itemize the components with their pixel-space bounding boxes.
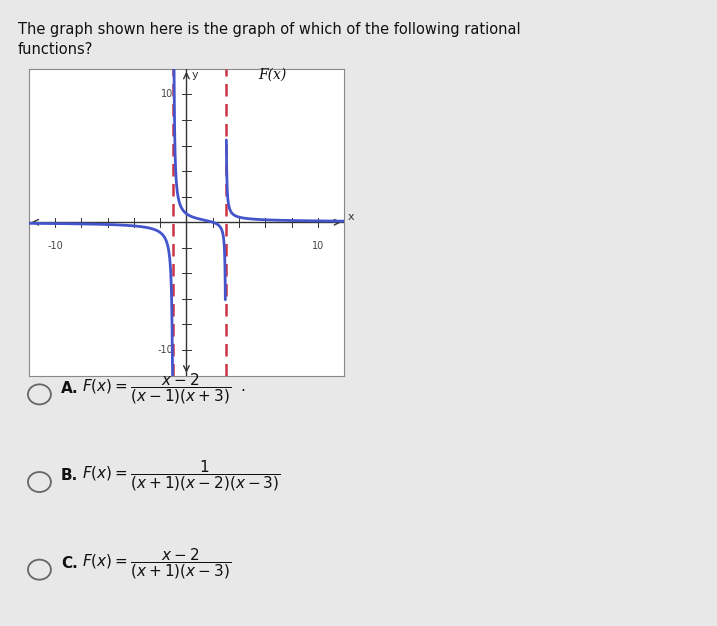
Text: y: y <box>191 70 199 80</box>
Text: -10: -10 <box>158 345 174 355</box>
Text: $F(x) = \dfrac{x-2}{(x-1)(x+3)}$  .: $F(x) = \dfrac{x-2}{(x-1)(x+3)}$ . <box>82 371 247 406</box>
Text: 10: 10 <box>161 90 174 100</box>
Text: $F(x) = \dfrac{1}{(x+1)(x-2)(x-3)}$: $F(x) = \dfrac{1}{(x+1)(x-2)(x-3)}$ <box>82 458 281 493</box>
Text: A.: A. <box>61 381 79 396</box>
Text: $F(x) = \dfrac{x-2}{(x+1)(x-3)}$: $F(x) = \dfrac{x-2}{(x+1)(x-3)}$ <box>82 546 232 581</box>
Text: B.: B. <box>61 468 78 483</box>
Text: The graph shown here is the graph of which of the following rational
functions?: The graph shown here is the graph of whi… <box>18 22 521 57</box>
Text: C.: C. <box>61 556 77 571</box>
Text: x: x <box>348 212 355 222</box>
Text: 10: 10 <box>312 242 324 252</box>
Text: F(x): F(x) <box>259 68 287 82</box>
Text: -10: -10 <box>47 242 63 252</box>
